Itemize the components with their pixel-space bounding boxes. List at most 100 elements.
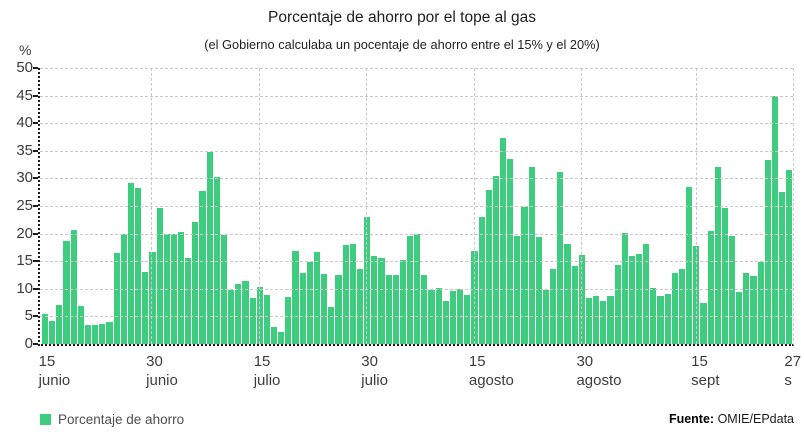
- bar[interactable]: [478, 217, 485, 344]
- legend-label: Porcentaje de ahorro: [58, 412, 185, 427]
- legend-swatch-icon: [40, 414, 51, 425]
- bar[interactable]: [671, 273, 678, 344]
- bar[interactable]: [786, 170, 793, 344]
- bar[interactable]: [464, 295, 471, 344]
- bar[interactable]: [256, 287, 263, 344]
- bar[interactable]: [77, 306, 84, 344]
- bar[interactable]: [729, 236, 736, 344]
- bar[interactable]: [614, 264, 621, 344]
- bar[interactable]: [242, 281, 249, 344]
- bar[interactable]: [263, 295, 270, 344]
- bar[interactable]: [435, 287, 442, 344]
- bar[interactable]: [399, 259, 406, 344]
- bar[interactable]: [607, 295, 614, 344]
- bar[interactable]: [156, 208, 163, 344]
- bar[interactable]: [779, 191, 786, 344]
- bar[interactable]: [764, 159, 771, 344]
- bar[interactable]: [371, 256, 378, 344]
- bar[interactable]: [335, 275, 342, 344]
- bar[interactable]: [56, 305, 63, 344]
- bar[interactable]: [771, 95, 779, 344]
- bar[interactable]: [406, 235, 414, 344]
- bar[interactable]: [149, 252, 156, 344]
- bar[interactable]: [500, 138, 507, 344]
- bar[interactable]: [285, 297, 292, 344]
- bar[interactable]: [70, 230, 77, 344]
- bar[interactable]: [442, 300, 449, 344]
- bar[interactable]: [585, 297, 593, 344]
- bar[interactable]: [185, 257, 192, 344]
- bar[interactable]: [528, 166, 535, 344]
- bar[interactable]: [135, 188, 142, 344]
- bar[interactable]: [736, 291, 743, 344]
- bar[interactable]: [92, 324, 99, 344]
- bar[interactable]: [664, 294, 671, 344]
- bar[interactable]: [721, 208, 728, 344]
- bar[interactable]: [213, 177, 220, 344]
- bar[interactable]: [657, 295, 664, 344]
- bar[interactable]: [521, 207, 528, 344]
- bar[interactable]: [235, 284, 242, 344]
- bar[interactable]: [600, 300, 607, 344]
- bar[interactable]: [306, 262, 313, 344]
- bar[interactable]: [593, 295, 600, 344]
- h-gridline: [40, 233, 793, 235]
- bar[interactable]: [621, 232, 628, 344]
- bar[interactable]: [192, 222, 199, 344]
- bar[interactable]: [199, 191, 206, 344]
- bar[interactable]: [177, 231, 185, 344]
- bar[interactable]: [127, 183, 135, 344]
- bar[interactable]: [342, 245, 349, 344]
- bar[interactable]: [271, 326, 278, 344]
- bar[interactable]: [299, 273, 306, 344]
- bar[interactable]: [49, 320, 56, 344]
- bar[interactable]: [421, 275, 428, 344]
- bar[interactable]: [757, 261, 764, 344]
- bar[interactable]: [328, 307, 335, 344]
- bar[interactable]: [313, 251, 321, 344]
- bar[interactable]: [385, 275, 392, 344]
- bar[interactable]: [507, 159, 514, 344]
- bar[interactable]: [63, 240, 70, 344]
- bar[interactable]: [356, 269, 364, 344]
- h-gridline: [40, 178, 793, 180]
- bar[interactable]: [113, 252, 120, 344]
- bar[interactable]: [750, 275, 757, 344]
- bar[interactable]: [628, 256, 635, 344]
- bar[interactable]: [392, 275, 399, 344]
- v-gridline: [258, 68, 260, 344]
- bar[interactable]: [106, 321, 113, 344]
- bar[interactable]: [485, 190, 492, 344]
- bar[interactable]: [707, 231, 714, 344]
- bar[interactable]: [743, 272, 750, 344]
- bar[interactable]: [378, 258, 385, 344]
- bar[interactable]: [492, 175, 499, 344]
- bar[interactable]: [650, 288, 657, 344]
- bar[interactable]: [449, 291, 457, 344]
- bar[interactable]: [635, 254, 643, 344]
- bar[interactable]: [550, 268, 557, 344]
- bar[interactable]: [686, 186, 693, 344]
- bar[interactable]: [292, 251, 299, 344]
- x-tick-label: 15 junio: [38, 353, 71, 389]
- y-axis-tick-mark: [33, 315, 38, 318]
- bar[interactable]: [643, 244, 650, 344]
- bar[interactable]: [321, 274, 328, 344]
- bar[interactable]: [678, 268, 686, 344]
- bar[interactable]: [514, 235, 521, 344]
- bar[interactable]: [564, 244, 571, 344]
- bar[interactable]: [535, 236, 542, 344]
- bar[interactable]: [99, 324, 106, 344]
- bar[interactable]: [42, 314, 49, 344]
- bar[interactable]: [278, 331, 285, 344]
- bar[interactable]: [700, 302, 707, 344]
- bar[interactable]: [714, 167, 721, 344]
- bar[interactable]: [349, 244, 356, 344]
- bar[interactable]: [557, 171, 564, 344]
- bar[interactable]: [571, 266, 578, 344]
- bar[interactable]: [84, 324, 92, 344]
- bar[interactable]: [249, 298, 256, 344]
- bar[interactable]: [206, 151, 213, 344]
- y-tick-label: 20: [16, 224, 33, 242]
- bar[interactable]: [142, 272, 149, 344]
